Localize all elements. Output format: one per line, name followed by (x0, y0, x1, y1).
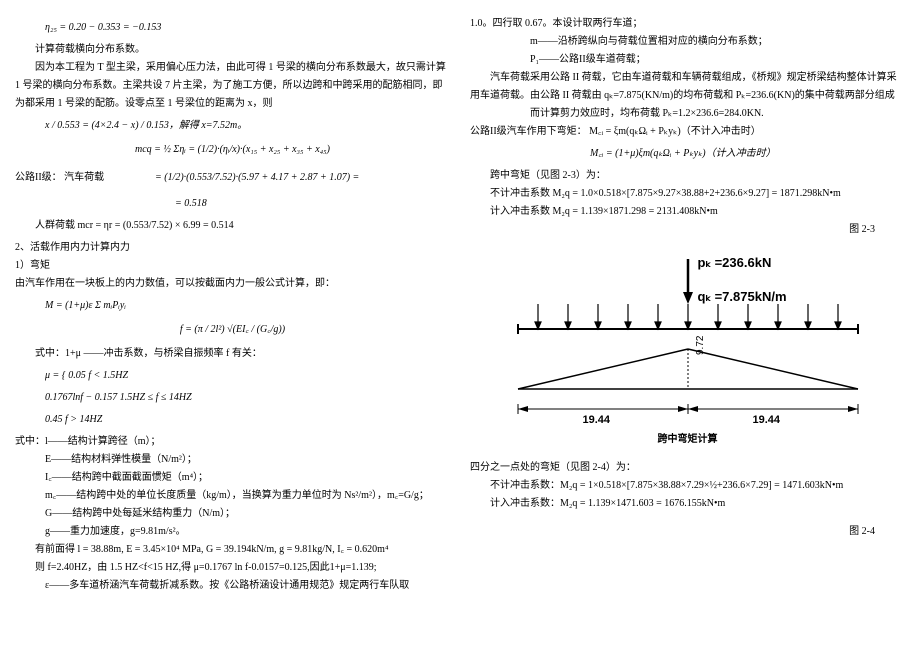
eq-mcq: mcq = ½ Σηᵢ = (1/2)·(ηᵢ/x)·(x₁₅ + x₂₅ + … (15, 141, 450, 159)
p-G-def: G——结构跨中处每延米结构重力（N/m）； (45, 505, 450, 523)
p-r6: 公路II级汽车作用下弯矩： M꜀ᵢ = ξm(qₖΩᵢ + Pₖyₖ)（不计入冲… (470, 123, 905, 141)
p-impact-def: 式中：1+μ ——冲击系数，与桥梁自振频率 f 有关： (15, 345, 450, 363)
p-q1: 四分之一点处的弯矩（见图 2-4）为： (470, 459, 905, 477)
p-r3: P₁——公路II级车道荷载； (530, 51, 905, 69)
eq-mu-a: μ = { 0.05 f < 1.5HZ (45, 367, 450, 385)
p-l-def: 式中：l——结构计算跨径（m）； (15, 433, 450, 451)
eq-eta: η₂₅ = 0.20 − 0.353 = −0.153 (45, 19, 450, 37)
p-calc-lateral: 计算荷载横向分布系数。 (15, 41, 450, 59)
left-column: η₂₅ = 0.20 − 0.353 = −0.153 计算荷载横向分布系数。 … (15, 15, 450, 595)
p-r1: 1.0。四行取 0.67。本设计取两行车道； (470, 15, 905, 33)
p-q2: 不计冲击系数：M₂q = 1×0.518×[7.875×38.88×7.29×½… (470, 477, 905, 495)
eq-mu-b: 0.1767lnf − 0.157 1.5HZ ≤ f ≤ 14HZ (45, 389, 450, 407)
eq-gl2-calc: = (1/2)·(0.553/7.52)·(5.97 + 4.17 + 2.87… (155, 169, 359, 187)
p-vehicle-desc: 由汽车作用在一块板上的内力数值，可以按截面内力一般公式计算，即： (15, 275, 450, 293)
p-r9: 不计冲击系数 M₂q = 1.0×0.518×[7.875×9.27×38.88… (470, 185, 905, 203)
right-column: 1.0。四行取 0.67。本设计取两行车道； m——沿桥跨纵向与荷载位置相对应的… (470, 15, 905, 595)
p-E-def: E——结构材料弹性模量（N/m²）； (45, 451, 450, 469)
eq-f: f = (π / 2l²) √(EI꜀ / (G꜀/g)) (15, 321, 450, 339)
row-gl2: 公路II级： 汽车荷载 = (1/2)·(0.553/7.52)·(5.97 +… (15, 165, 450, 191)
p-g-def: g——重力加速度，g=9.81m/s²。 (45, 523, 450, 541)
diag-pk-label: pₖ =236.6kN (698, 251, 772, 274)
eq-M: M = (1+μ)ε Σ mᵢPᵢyᵢ (45, 297, 450, 315)
diagram-svg (498, 249, 878, 449)
diagram-midspan: pₖ =236.6kN qₖ =7.875kN/m 9.72 19.44 19.… (498, 249, 878, 449)
p-eps-def: ε——多车道桥涵汽车荷载折减系数。按《公路桥涵设计通用规范》规定两行车队取 (45, 577, 450, 595)
p-r4: 汽车荷载采用公路 II 荷载，它由车道荷载和车辆荷载组成，《桥规》规定桥梁结构整… (470, 69, 905, 105)
diag-qk-label: qₖ =7.875kN/m (698, 285, 787, 308)
p-r8: 跨中弯矩（见图 2-3）为： (470, 167, 905, 185)
eq-x: x / 0.553 = (4×2.4 − x) / 0.153，解得 x=7.5… (45, 117, 450, 135)
fig-label-23: 图 2-3 (470, 221, 875, 239)
p-sec2: 2、活载作用内力计算内力 (15, 239, 450, 257)
diag-w1-label: 19.44 (583, 411, 611, 431)
eq-mu-c: 0.45 f > 14HZ (45, 411, 450, 429)
p-Ic-def: I꜀——结构跨中截面截面惯矩（m⁴）； (45, 469, 450, 487)
diag-height-label: 9.72 (692, 336, 710, 355)
p-r2: m——沿桥跨纵向与荷载位置相对应的横向分布系数； (530, 33, 905, 51)
fig-label-24: 图 2-4 (470, 523, 875, 541)
p-values: 有前面得 l = 38.88m, E = 3.45×10⁴ MPa, G = 3… (15, 541, 450, 559)
p-mc-def: m꜀——结构跨中处的单位长度质量（kg/m），当换算为重力单位时为 Ns²/m²… (45, 487, 450, 505)
p-r5: 而计算剪力效应时，均布荷载 Pₖ=1.2×236.6=284.0KN. (530, 105, 905, 123)
p-r7: M꜀ᵢ = (1+μ)ξm(qₖΩᵢ + Pₖyₖ)（计入冲击时） (590, 145, 905, 163)
p-f-result: 则 f=2.40HZ，由 1.5 HZ<f<15 HZ,得 μ=0.1767 l… (15, 559, 450, 577)
p-r10: 计入冲击系数 M₂q = 1.139×1871.298 = 2131.408kN… (470, 203, 905, 221)
diag-caption: 跨中弯矩计算 (498, 431, 878, 449)
eq-gl2-result: = 0.518 (175, 195, 450, 213)
p-q3: 计入冲击系数：M₂q = 1.139×1471.603 = 1676.155kN… (470, 495, 905, 513)
diag-w2-label: 19.44 (753, 411, 781, 431)
lbl-gl2: 公路II级： 汽车荷载 (15, 169, 155, 187)
p-tbeam: 因为本工程为 T 型主梁，采用偏心压力法，由此可得 1 号梁的横向分布系数最大，… (15, 59, 450, 113)
p-sec2-1: 1）弯矩 (15, 257, 450, 275)
p-crowd: 人群荷载 mcr = ηr = (0.553/7.52) × 6.99 = 0.… (15, 217, 450, 235)
